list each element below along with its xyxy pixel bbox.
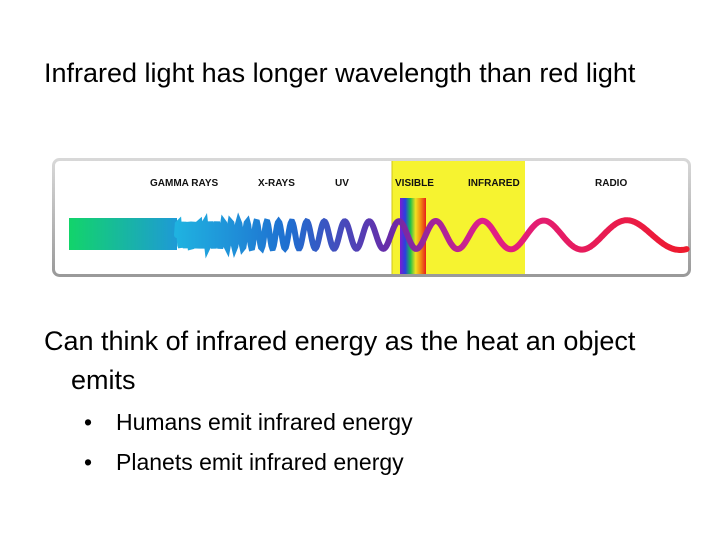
spectrum-wave: [174, 212, 690, 259]
spectrum-frame: [52, 158, 691, 277]
visible-rainbow-strip: [400, 198, 426, 274]
bullet-list: • Humans emit infrared energy • Planets em…: [84, 402, 413, 482]
statement-infrared-wavelength: Infrared light has longer wavelength tha…: [44, 58, 636, 88]
label-x-rays: X-RAYS: [258, 178, 295, 189]
bullet-item-humans: • Humans emit infrared energy: [84, 402, 413, 442]
statement-infrared-heat: Can think of infrared energy as the heat…: [44, 326, 636, 395]
label-radio: RADIO: [595, 178, 627, 189]
label-visible: VISIBLE: [395, 178, 434, 189]
bullet-icon: •: [84, 449, 93, 475]
gamma-ray-block: [69, 218, 177, 250]
label-uv: UV: [335, 178, 349, 189]
bullet-icon: •: [84, 409, 93, 435]
bullet-item-planets: • Planets emit infrared energy: [84, 442, 413, 482]
label-gamma-rays: GAMMA RAYS: [150, 178, 218, 189]
label-infrared: INFRARED: [468, 178, 520, 189]
electromagnetic-spectrum-diagram: GAMMA RAYS X-RAYS UV VISIBLE INFRARED RA…: [52, 158, 691, 277]
